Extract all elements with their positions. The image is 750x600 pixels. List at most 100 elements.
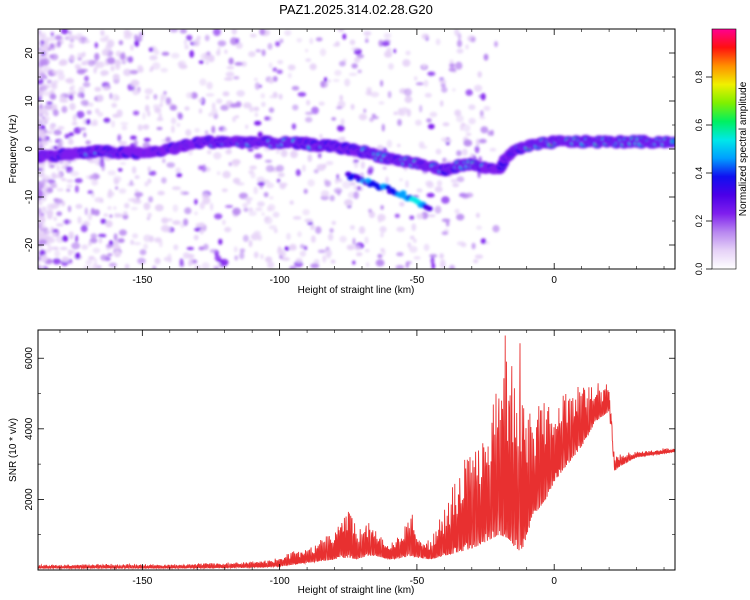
noise-speckle — [229, 103, 239, 108]
noise-speckle — [105, 220, 113, 228]
noise-speckle — [56, 188, 64, 192]
noise-speckle — [46, 79, 52, 84]
noise-speckle — [310, 235, 316, 243]
noise-speckle — [56, 202, 61, 207]
colorbar-tick-label: 0.8 — [694, 71, 704, 84]
noise-speckle — [253, 106, 260, 112]
branch-blob — [426, 206, 433, 212]
noise-speckle — [132, 110, 140, 116]
noise-speckle — [78, 127, 87, 131]
noise-speckle — [305, 48, 309, 53]
noise-speckle — [123, 211, 128, 216]
noise-speckle — [456, 176, 465, 183]
noise-speckle — [42, 68, 46, 74]
noise-speckle — [275, 149, 280, 155]
noise-speckle — [286, 232, 291, 241]
noise-speckle — [202, 196, 211, 205]
noise-speckle — [52, 232, 57, 237]
noise-speckle — [115, 186, 119, 190]
noise-speckle — [246, 200, 251, 205]
noise-speckle — [41, 232, 48, 240]
noise-speckle — [42, 133, 47, 140]
noise-speckle — [66, 179, 74, 183]
noise-speckle — [440, 82, 446, 88]
noise-speckle — [54, 35, 62, 41]
noise-speckle-group — [38, 29, 500, 269]
noise-speckle — [67, 205, 72, 213]
noise-speckle — [81, 244, 89, 250]
y-tick-label: -10 — [24, 189, 35, 204]
noise-speckle — [81, 61, 88, 66]
noise-speckle — [455, 61, 463, 70]
noise-speckle — [71, 242, 81, 250]
noise-speckle — [359, 172, 364, 176]
noise-speckle — [65, 166, 71, 170]
noise-speckle — [436, 180, 443, 187]
noise-speckle — [38, 93, 41, 97]
noise-speckle — [90, 233, 98, 239]
noise-speckle — [56, 211, 63, 216]
noise-speckle — [147, 166, 151, 172]
noise-speckle — [463, 139, 473, 147]
noise-speckle — [149, 55, 158, 61]
noise-speckle — [152, 265, 157, 269]
noise-speckle — [380, 248, 385, 253]
noise-speckle — [152, 62, 161, 70]
noise-speckle — [111, 120, 115, 128]
noise-speckle — [179, 29, 187, 34]
noise-speckle — [49, 164, 55, 169]
noise-speckle — [275, 164, 284, 172]
noise-speckle — [363, 31, 372, 36]
noise-speckle — [244, 197, 253, 201]
noise-speckle — [38, 256, 42, 261]
noise-speckle — [41, 254, 48, 262]
noise-speckle — [57, 126, 65, 130]
noise-speckle — [53, 216, 58, 222]
noise-speckle — [456, 114, 464, 123]
noise-speckle — [277, 60, 284, 65]
noise-speckle — [55, 235, 65, 243]
y-tick-label: -20 — [24, 237, 35, 252]
noise-speckle — [217, 40, 227, 47]
noise-speckle — [117, 134, 122, 142]
noise-speckle — [160, 93, 167, 100]
noise-speckle — [231, 159, 241, 165]
noise-speckle — [427, 71, 436, 77]
noise-speckle — [346, 244, 355, 251]
noise-speckle — [98, 237, 103, 244]
noise-speckle — [100, 218, 107, 224]
noise-speckle — [289, 243, 297, 249]
noise-speckle — [75, 65, 82, 70]
noise-speckle — [327, 79, 331, 83]
noise-speckle — [126, 32, 134, 37]
noise-speckle — [377, 213, 386, 222]
noise-speckle — [198, 108, 203, 114]
noise-speckle — [54, 198, 63, 204]
noise-speckle — [61, 105, 68, 114]
noise-speckle — [116, 109, 123, 118]
noise-speckle — [103, 213, 109, 217]
noise-speckle — [129, 69, 139, 75]
noise-speckle — [66, 77, 75, 84]
noise-speckle — [38, 207, 42, 215]
noise-speckle — [409, 245, 418, 253]
snr-series-line — [38, 335, 675, 570]
noise-speckle — [84, 75, 89, 82]
noise-speckle — [165, 97, 172, 105]
noise-speckle — [120, 122, 129, 126]
noise-speckle — [145, 95, 150, 100]
noise-speckle — [48, 72, 55, 77]
noise-speckle — [39, 58, 48, 65]
noise-speckle — [349, 39, 356, 46]
noise-speckle — [311, 106, 319, 115]
noise-speckle — [173, 244, 179, 251]
noise-speckle — [474, 145, 480, 154]
noise-speckle — [448, 67, 457, 72]
noise-speckle — [70, 170, 80, 177]
noise-speckle — [426, 118, 432, 123]
noise-speckle — [52, 79, 59, 84]
noise-speckle — [381, 123, 385, 132]
noise-speckle — [167, 218, 173, 222]
noise-speckle — [124, 263, 130, 269]
noise-speckle — [46, 101, 53, 105]
